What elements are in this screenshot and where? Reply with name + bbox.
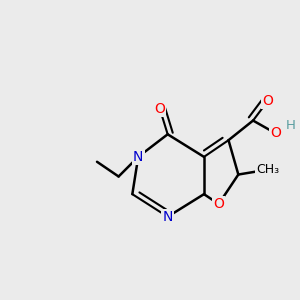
Text: O: O (213, 197, 224, 211)
Text: O: O (262, 94, 273, 108)
Text: N: N (163, 210, 173, 224)
Text: O: O (270, 126, 281, 140)
Text: N: N (133, 150, 143, 164)
Text: O: O (154, 102, 165, 116)
Text: CH₃: CH₃ (256, 163, 279, 176)
Text: H: H (285, 119, 295, 132)
